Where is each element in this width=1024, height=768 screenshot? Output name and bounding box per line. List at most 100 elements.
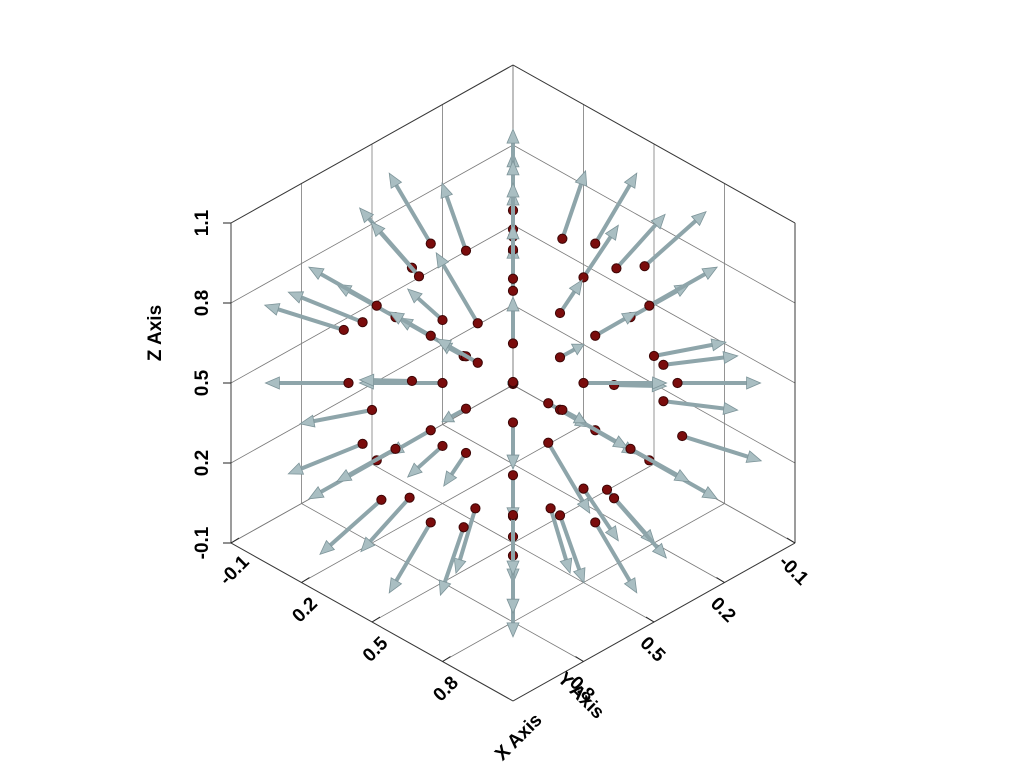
arrow-head bbox=[388, 311, 405, 325]
arrow-head bbox=[652, 376, 668, 390]
arrow-head bbox=[438, 579, 452, 597]
data-point bbox=[366, 404, 378, 416]
vector-glyph bbox=[264, 376, 354, 390]
arrow-head bbox=[443, 470, 458, 487]
arrow-head bbox=[650, 213, 666, 230]
y-tick-mark bbox=[645, 616, 655, 623]
data-point bbox=[376, 494, 387, 505]
arrow-head bbox=[358, 373, 375, 387]
vector-glyph bbox=[307, 266, 382, 311]
arrow-head bbox=[506, 622, 520, 638]
arrow-shaft bbox=[399, 316, 433, 338]
data-point bbox=[338, 324, 349, 336]
vector-glyph bbox=[441, 403, 472, 423]
z-tick-label: -0.1 bbox=[192, 526, 213, 559]
arrow-shaft bbox=[444, 194, 468, 253]
arrow-head bbox=[722, 351, 739, 365]
arrow-shaft bbox=[346, 446, 398, 477]
data-point bbox=[425, 238, 436, 249]
frame-edge bbox=[230, 64, 514, 224]
arrow-head bbox=[746, 376, 762, 390]
data-point bbox=[458, 522, 469, 533]
arrow-head bbox=[673, 468, 691, 483]
data-point bbox=[554, 510, 566, 521]
arrow-shaft bbox=[661, 399, 726, 411]
vector-glyph bbox=[545, 503, 573, 575]
arrow-head bbox=[570, 343, 585, 356]
data-point bbox=[554, 307, 566, 319]
data-point bbox=[601, 484, 613, 495]
data-point bbox=[543, 437, 554, 448]
data-point bbox=[507, 273, 519, 284]
y-tick-label: 0.5 bbox=[636, 633, 670, 667]
vector-glyph bbox=[406, 288, 448, 326]
arrow-head bbox=[358, 207, 375, 224]
data-point bbox=[554, 352, 566, 363]
arrow-shaft bbox=[652, 342, 715, 358]
vector-glyph bbox=[506, 509, 520, 577]
data-point bbox=[639, 261, 650, 272]
arrow-shaft bbox=[378, 230, 421, 279]
arrow-shaft bbox=[581, 486, 613, 532]
arrow-head bbox=[506, 181, 520, 198]
vector-glyph bbox=[406, 440, 448, 478]
data-point bbox=[677, 430, 688, 442]
vector-glyph bbox=[557, 169, 588, 244]
arrow-shaft bbox=[299, 441, 365, 471]
arrow-shaft bbox=[311, 408, 374, 424]
vector-glyph bbox=[658, 396, 739, 415]
data-point bbox=[371, 300, 382, 311]
arrow-head bbox=[604, 525, 619, 542]
arrow-head bbox=[307, 485, 325, 500]
data-point bbox=[672, 377, 683, 389]
data-point bbox=[404, 492, 415, 503]
arrow-shaft bbox=[371, 378, 414, 383]
data-point bbox=[460, 403, 472, 414]
data-point bbox=[611, 263, 622, 274]
vector-glyph bbox=[370, 221, 425, 282]
data-point bbox=[507, 470, 519, 481]
arrow-shaft bbox=[628, 446, 680, 477]
data-point bbox=[425, 330, 436, 341]
arrow-head bbox=[370, 221, 386, 238]
arrow-head bbox=[506, 223, 520, 240]
vector-glyph bbox=[590, 172, 638, 249]
vector-glyph bbox=[554, 279, 583, 319]
z-tick-label: 0.8 bbox=[192, 290, 213, 316]
arrow-shaft bbox=[394, 520, 433, 583]
arrow-shaft bbox=[680, 434, 750, 459]
data-point bbox=[658, 359, 669, 370]
vector-glyph bbox=[590, 517, 638, 594]
x-tick-label: 0.8 bbox=[429, 672, 463, 706]
arrow-shaft bbox=[593, 520, 632, 583]
vector-glyph bbox=[388, 311, 436, 341]
arrow-shaft bbox=[548, 506, 569, 562]
x-tick-mark bbox=[442, 656, 451, 662]
arrow-head bbox=[506, 295, 520, 312]
vector-glyph bbox=[287, 291, 368, 328]
arrow-head bbox=[621, 311, 638, 325]
data-point bbox=[343, 377, 354, 389]
y-tick-label: -0.1 bbox=[774, 552, 812, 590]
arrow-shaft bbox=[593, 183, 632, 246]
x-tick-label: -0.1 bbox=[216, 551, 254, 589]
data-point bbox=[413, 271, 425, 282]
data-point bbox=[425, 517, 436, 528]
data-point bbox=[472, 318, 483, 329]
arrow-head bbox=[264, 376, 280, 390]
vector-glyph bbox=[453, 503, 481, 575]
data-point bbox=[578, 377, 589, 389]
data-point bbox=[578, 272, 589, 283]
arrow-head bbox=[701, 266, 719, 281]
y-tick-label: 0.2 bbox=[706, 593, 740, 627]
arrow-head bbox=[307, 266, 325, 281]
vector-glyph bbox=[358, 373, 418, 387]
data-point bbox=[460, 245, 472, 256]
y-tick-mark bbox=[716, 577, 725, 583]
arrow-head bbox=[435, 338, 452, 352]
arrow-head bbox=[506, 454, 520, 471]
x-tick-label: 0.5 bbox=[359, 633, 393, 667]
arrow-shaft bbox=[328, 497, 384, 548]
vector-glyph bbox=[263, 303, 349, 336]
data-point bbox=[648, 350, 660, 362]
